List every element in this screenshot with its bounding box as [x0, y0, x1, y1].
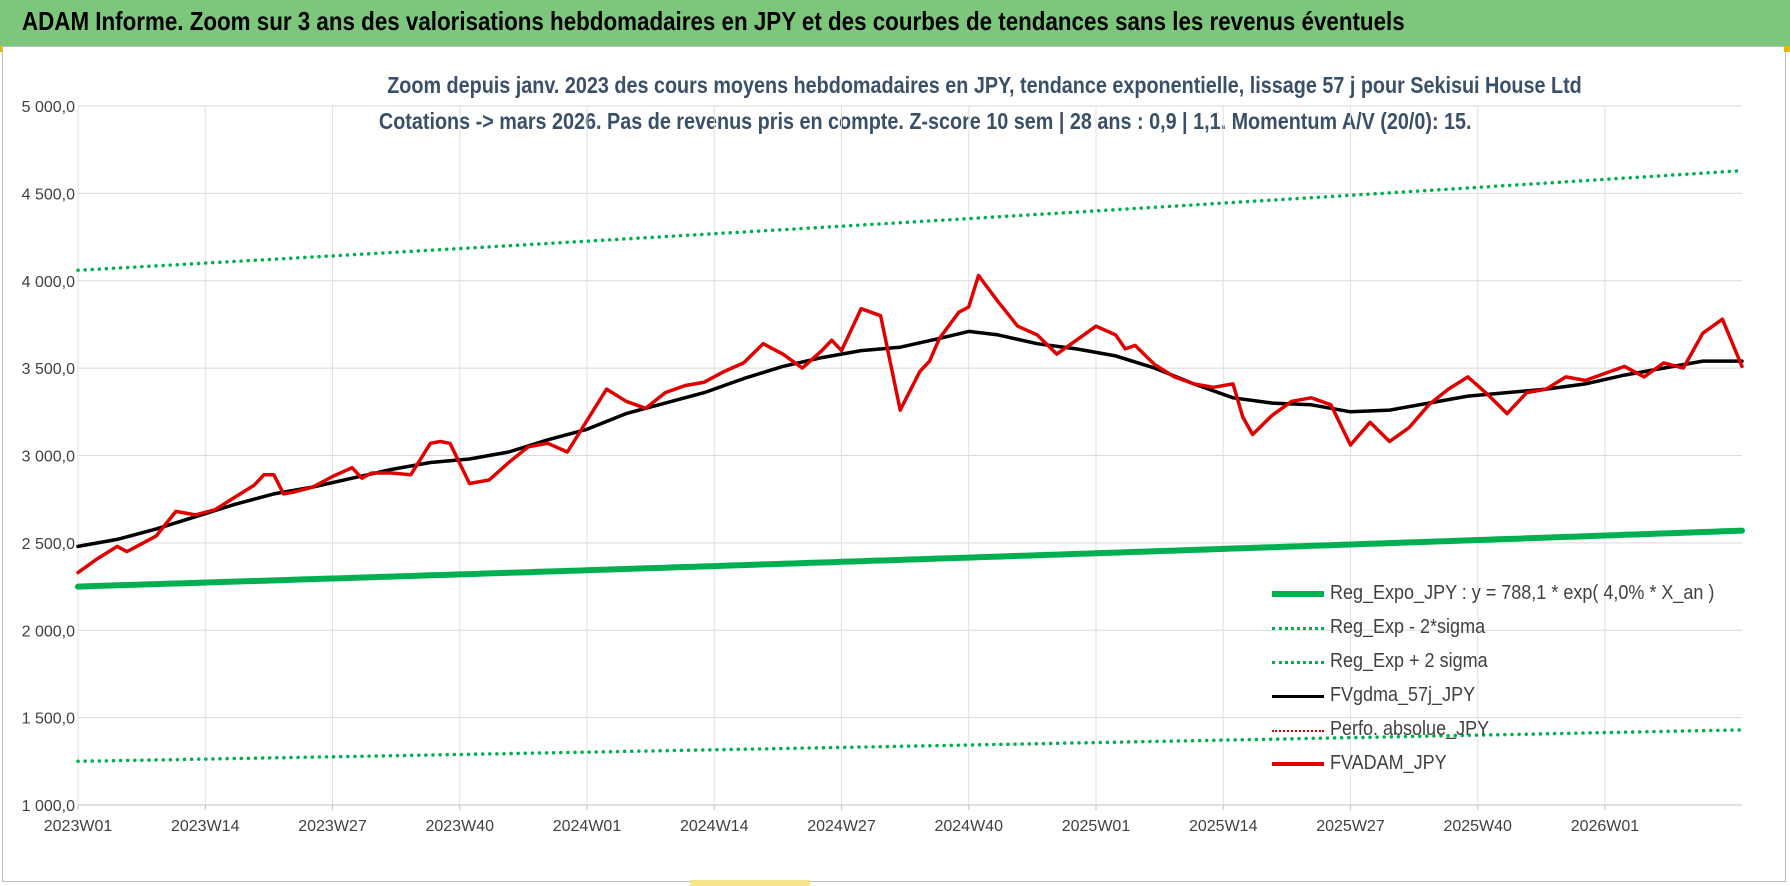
- legend-item-reg-minus: Reg_Exp - 2*sigma: [1272, 612, 1752, 646]
- bottom-marker: [690, 880, 810, 886]
- series-fvadam-line: [76, 273, 1744, 575]
- series-reg-plus-2sigma-line: [76, 168, 1744, 273]
- y-tick-label: 2 500,0: [22, 536, 75, 553]
- x-tick-label: 2023W01: [44, 818, 113, 835]
- legend-swatch-fvadam: [1272, 762, 1324, 766]
- x-tick-label: 2025W01: [1062, 818, 1131, 835]
- x-tick-label: 2025W27: [1316, 818, 1385, 835]
- x-tick-label: 2024W27: [807, 818, 876, 835]
- x-tick-label: 2024W01: [553, 818, 622, 835]
- legend-label-reg-minus: Reg_Exp - 2*sigma: [1330, 616, 1486, 638]
- y-tick-label: 5 000,0: [22, 99, 75, 116]
- legend-label-reg-expo: Reg_Expo_JPY : y = 788,1 * exp( 4,0% * X…: [1330, 582, 1715, 604]
- legend-swatch-reg-expo: [1272, 591, 1324, 597]
- corner-marker-left: [0, 46, 2, 52]
- x-tick-label: 2025W40: [1443, 818, 1512, 835]
- x-tick-label: 2024W14: [680, 818, 749, 835]
- chart-subtitle: Cotations -> mars 2026. Pas de revenus p…: [290, 108, 1490, 135]
- legend-item-fvgdma: FVgdma_57j_JPY: [1272, 680, 1752, 714]
- legend-label-fvadam: FVADAM_JPY: [1330, 752, 1447, 774]
- x-tick-label: 2024W40: [934, 818, 1003, 835]
- legend-swatch-fvgdma: [1272, 695, 1324, 698]
- chart-title: Zoom depuis janv. 2023 des cours moyens …: [290, 72, 1582, 99]
- y-tick-label: 2 000,0: [22, 623, 75, 640]
- y-tick-label: 4 500,0: [22, 186, 75, 203]
- legend-swatch-perfo: [1272, 730, 1324, 732]
- y-tick-label: 4 000,0: [22, 274, 75, 291]
- series-layer: [75, 168, 1745, 764]
- x-tick-label: 2026W01: [1571, 818, 1640, 835]
- report-title: ADAM Informe. Zoom sur 3 ans des valoris…: [22, 6, 1405, 36]
- x-tick-label: 2023W40: [425, 818, 494, 835]
- chart-frame: [2, 46, 1786, 882]
- legend-label-reg-plus: Reg_Exp + 2 sigma: [1330, 650, 1488, 672]
- y-tick-label: 1 000,0: [22, 798, 75, 815]
- legend: Reg_Expo_JPY : y = 788,1 * exp( 4,0% * X…: [1272, 578, 1752, 782]
- x-tick-label: 2025W14: [1189, 818, 1258, 835]
- series-reg-expo-line: [75, 527, 1745, 590]
- legend-swatch-reg-plus: [1272, 661, 1324, 664]
- series-fvgdma-line: [76, 329, 1744, 549]
- x-tick-label: 2023W27: [298, 818, 367, 835]
- chart-subtitle-text: Cotations -> mars 2026. Pas de revenus p…: [378, 108, 1472, 134]
- y-tick-label: 1 500,0: [22, 711, 75, 728]
- legend-label-perfo: Perfo. absolue_JPY: [1330, 718, 1490, 740]
- y-axis-ticks: 1 000,0 1 500,0 2 000,0 2 500,0 3 000,0 3 500…: [22, 99, 75, 815]
- legend-item-perfo: Perfo. absolue_JPY: [1272, 714, 1752, 748]
- legend-label-fvgdma: FVgdma_57j_JPY: [1330, 684, 1476, 706]
- chart-title-text: Zoom depuis janv. 2023 des cours moyens …: [387, 72, 1582, 98]
- series-reg-minus-2sigma-line: [76, 728, 1744, 764]
- grid-lines: [77, 105, 1742, 810]
- x-tick-label: 2023W14: [171, 818, 240, 835]
- header-bar: ADAM Informe. Zoom sur 3 ans des valoris…: [0, 0, 1790, 47]
- legend-item-fvadam: FVADAM_JPY: [1272, 748, 1752, 782]
- legend-swatch-reg-minus: [1272, 627, 1324, 630]
- corner-marker-right: [1784, 46, 1790, 52]
- y-tick-label: 3 500,0: [22, 361, 75, 378]
- legend-item-reg-expo: Reg_Expo_JPY : y = 788,1 * exp( 4,0% * X…: [1272, 578, 1752, 612]
- legend-item-reg-plus: Reg_Exp + 2 sigma: [1272, 646, 1752, 680]
- y-tick-label: 3 000,0: [22, 449, 75, 466]
- x-axis-ticks: 2023W01 2023W14 2023W27 2023W40 2024W01 2024W…: [44, 818, 1640, 835]
